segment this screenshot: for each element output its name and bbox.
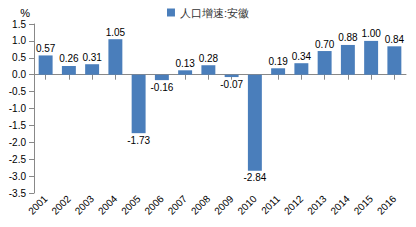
svg-text:2016: 2016	[375, 193, 399, 217]
svg-text:1.05: 1.05	[106, 27, 126, 38]
svg-text:0.19: 0.19	[268, 56, 288, 67]
svg-text:-3.5: -3.5	[9, 188, 27, 199]
svg-text:1.5: 1.5	[12, 19, 26, 30]
svg-text:2006: 2006	[142, 193, 166, 217]
svg-text:-2.84: -2.84	[243, 172, 266, 183]
svg-text:-0.5: -0.5	[9, 86, 27, 97]
svg-text:0.28: 0.28	[199, 53, 219, 64]
svg-text:2014: 2014	[328, 193, 352, 217]
svg-text:0.5: 0.5	[12, 52, 26, 63]
svg-text:-0.07: -0.07	[220, 79, 243, 90]
svg-text:2008: 2008	[189, 193, 213, 217]
svg-text:2011: 2011	[259, 193, 282, 216]
svg-text:2004: 2004	[96, 193, 120, 217]
svg-text:2015: 2015	[352, 193, 376, 217]
svg-text:2002: 2002	[49, 193, 73, 217]
svg-text:2003: 2003	[73, 193, 97, 217]
svg-text:-1.0: -1.0	[9, 103, 27, 114]
svg-text:0.26: 0.26	[59, 53, 79, 64]
svg-text:2013: 2013	[305, 193, 329, 217]
svg-text:1.0: 1.0	[12, 35, 26, 46]
svg-text:1.00: 1.00	[361, 28, 381, 39]
svg-text:0.34: 0.34	[292, 51, 312, 62]
svg-text:2007: 2007	[166, 193, 190, 217]
svg-text:-1.73: -1.73	[127, 135, 150, 146]
svg-text:-2.5: -2.5	[9, 154, 27, 165]
svg-text:0.13: 0.13	[175, 58, 195, 69]
svg-text:0.88: 0.88	[338, 32, 358, 43]
svg-text:%: %	[20, 7, 30, 19]
svg-text:0.0: 0.0	[12, 69, 26, 80]
svg-text:0.31: 0.31	[82, 52, 102, 63]
svg-text:2001: 2001	[26, 193, 50, 217]
svg-text:-1.5: -1.5	[9, 120, 27, 131]
svg-text:2012: 2012	[282, 193, 306, 217]
svg-text:-2.0: -2.0	[9, 137, 27, 148]
svg-text:0.84: 0.84	[385, 34, 405, 45]
svg-text:2005: 2005	[119, 193, 143, 217]
svg-text:-3.0: -3.0	[9, 171, 27, 182]
svg-text:2009: 2009	[212, 193, 236, 217]
svg-text:人口增速:安徽: 人口增速:安徽	[180, 7, 249, 19]
svg-text:0.70: 0.70	[315, 39, 335, 50]
svg-text:0.57: 0.57	[36, 43, 56, 54]
svg-text:-0.16: -0.16	[150, 82, 173, 93]
svg-text:2010: 2010	[235, 193, 259, 217]
